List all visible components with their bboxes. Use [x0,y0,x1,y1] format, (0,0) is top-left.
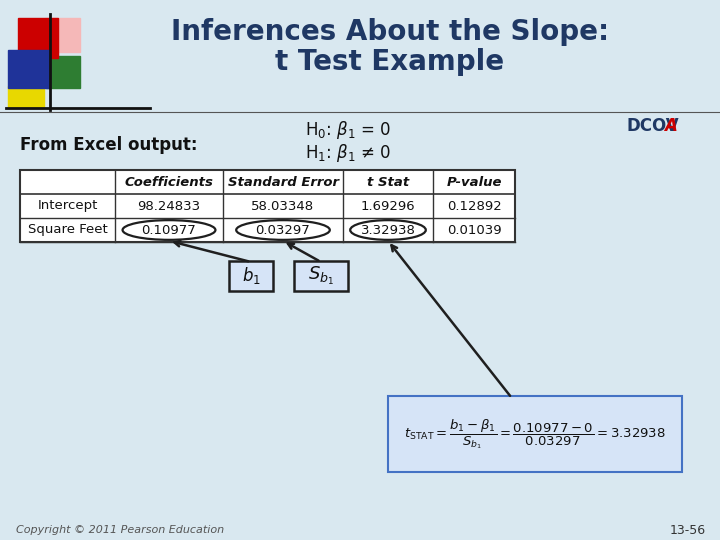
FancyBboxPatch shape [294,261,348,291]
Polygon shape [18,18,58,58]
Polygon shape [8,50,50,88]
Text: 3.32938: 3.32938 [361,224,415,237]
Text: t Stat: t Stat [367,176,409,188]
Text: Intercept: Intercept [37,199,98,213]
Text: $b_1$: $b_1$ [241,266,261,287]
Polygon shape [45,18,80,52]
Text: H$_1$: $\beta_1$ ≠ 0: H$_1$: $\beta_1$ ≠ 0 [305,142,391,164]
FancyBboxPatch shape [229,261,273,291]
Text: Copyright © 2011 Pearson Education: Copyright © 2011 Pearson Education [16,525,224,535]
Text: 98.24833: 98.24833 [138,199,201,213]
Text: 13-56: 13-56 [670,523,706,537]
Text: Square Feet: Square Feet [27,224,107,237]
FancyBboxPatch shape [388,396,682,472]
Text: Coefficients: Coefficients [125,176,213,188]
Text: DCOV: DCOV [626,117,679,135]
Text: Standard Error: Standard Error [228,176,338,188]
Polygon shape [8,86,44,108]
Text: t Test Example: t Test Example [276,48,505,76]
Polygon shape [46,56,80,88]
Text: 0.03297: 0.03297 [256,224,310,237]
Text: 0.01039: 0.01039 [446,224,501,237]
Text: $S_{b_1}$: $S_{b_1}$ [308,265,334,287]
Text: From Excel output:: From Excel output: [20,136,197,154]
Text: H$_0$: $\beta_1$ = 0: H$_0$: $\beta_1$ = 0 [305,119,391,141]
Text: A: A [664,117,677,135]
Text: 58.03348: 58.03348 [251,199,315,213]
Text: $t_{\rm STAT} = \dfrac{b_1 - \beta_1}{S_{b_1}} = \dfrac{0.10977 - 0}{0.03297} = : $t_{\rm STAT} = \dfrac{b_1 - \beta_1}{S_… [404,417,666,451]
Text: 0.10977: 0.10977 [142,224,197,237]
Text: 1.69296: 1.69296 [361,199,415,213]
FancyBboxPatch shape [20,170,515,242]
Text: P-value: P-value [446,176,502,188]
Text: 0.12892: 0.12892 [446,199,501,213]
Text: Inferences About the Slope:: Inferences About the Slope: [171,18,609,46]
